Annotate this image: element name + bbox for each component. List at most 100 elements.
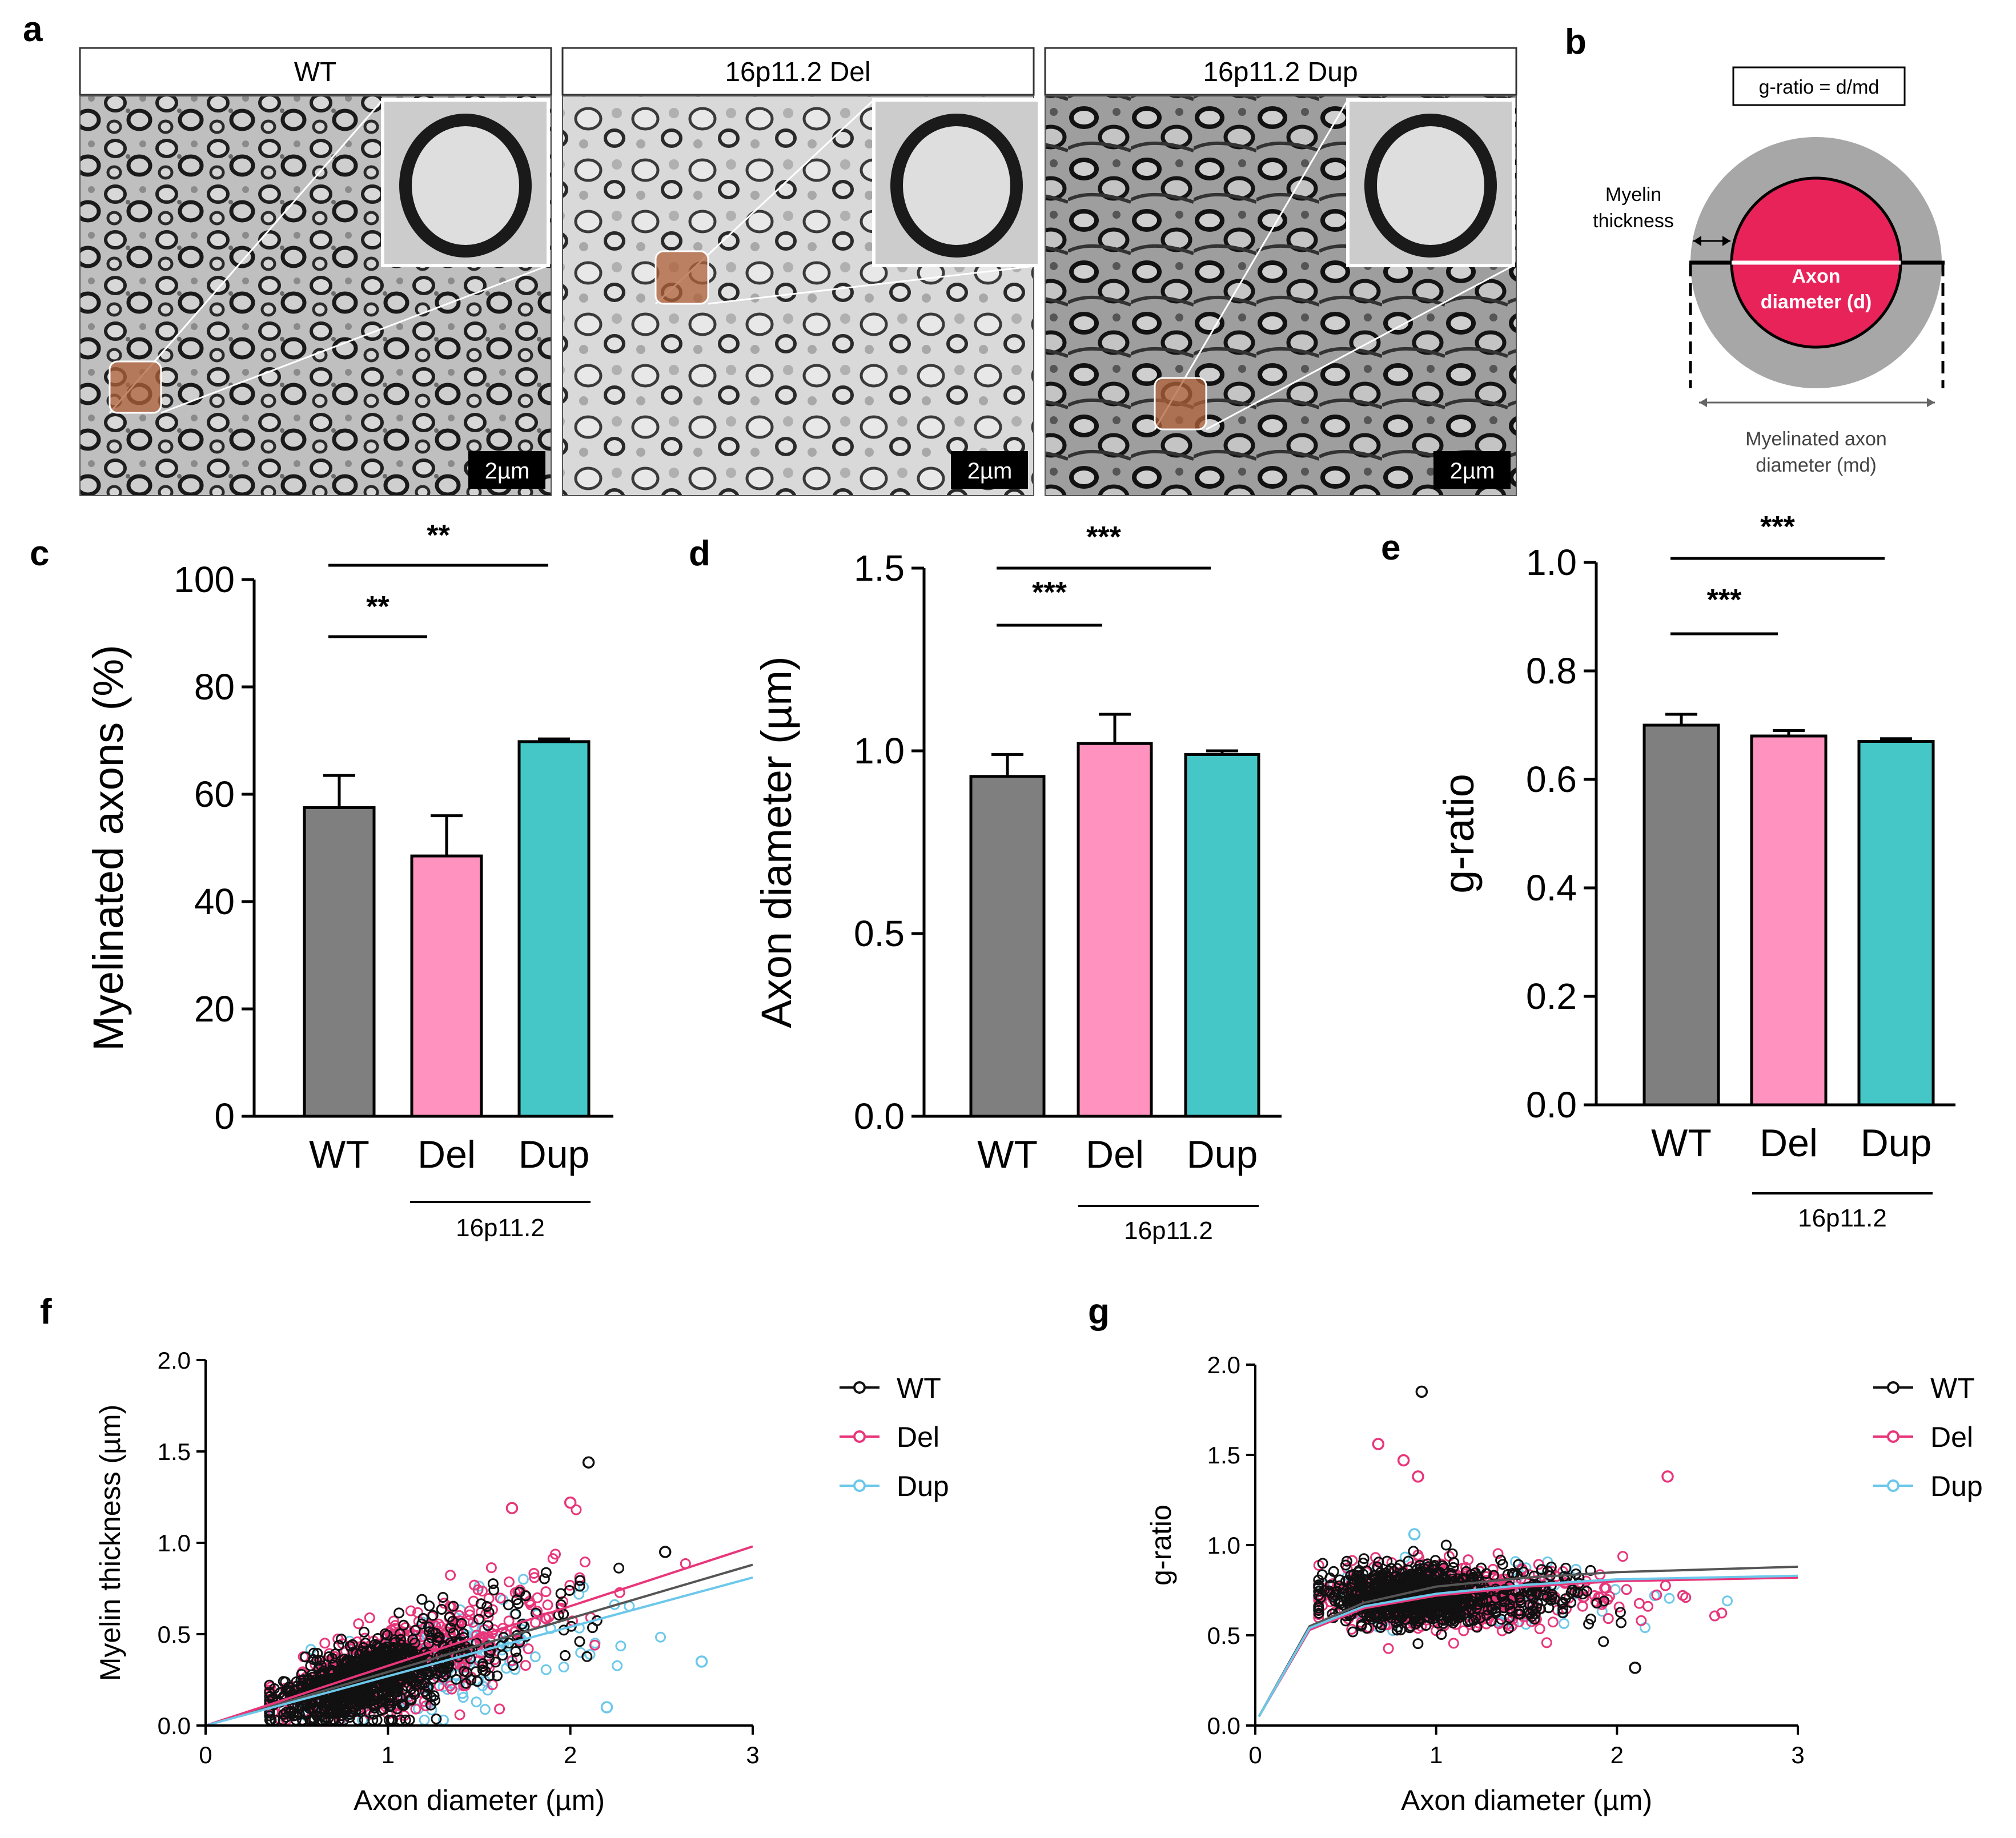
point-wt — [296, 1668, 307, 1680]
scalebar-box — [1433, 451, 1511, 489]
outlier-point — [1629, 1662, 1641, 1674]
point-wt — [311, 1702, 323, 1713]
point-del — [444, 1680, 456, 1692]
point-del — [525, 1599, 536, 1611]
point-wt — [278, 1708, 290, 1720]
point-del — [589, 1639, 600, 1651]
bar-chart-c: 0 20 40 60 80 100 Myelinated axons (%) WT Del Dup… — [85, 519, 613, 1242]
inset-axon — [399, 114, 532, 258]
point-wt — [448, 1627, 459, 1639]
x-tick-label: 3 — [746, 1742, 759, 1768]
roi-box — [1154, 377, 1207, 431]
y-axis-title: Myelinated axons (%) — [85, 645, 132, 1051]
point-dup — [558, 1662, 569, 1672]
point-wt — [416, 1594, 428, 1605]
y-tick-label: 1.5 — [1207, 1442, 1240, 1469]
y-tick-label: 0.8 — [1526, 650, 1577, 691]
legend-label-del: Del — [1930, 1421, 1973, 1453]
scalebar-label: 2µm — [967, 459, 1013, 484]
point-wt — [289, 1684, 300, 1695]
y-tick-label: 1.0 — [1207, 1532, 1240, 1559]
point-del — [1458, 1625, 1469, 1636]
point-wt — [451, 1674, 462, 1685]
point-wt — [345, 1688, 356, 1699]
sig-stars: *** — [1032, 576, 1067, 609]
outlier-point — [1415, 1385, 1428, 1398]
point-wt — [487, 1578, 499, 1590]
point-wt — [384, 1677, 395, 1688]
point-del — [547, 1553, 559, 1564]
legend-label-dup: Dup — [897, 1470, 949, 1502]
roi-box — [109, 360, 162, 414]
outlier-point — [658, 1546, 672, 1558]
point-del — [452, 1618, 464, 1629]
x-tick-label: WT — [977, 1133, 1038, 1176]
point-wt — [488, 1584, 500, 1596]
point-wt — [350, 1687, 362, 1698]
point-wt — [1565, 1597, 1577, 1608]
point-wt — [408, 1687, 419, 1698]
scalebar-label: 2µm — [1450, 459, 1495, 484]
y-tick-label: 2.0 — [158, 1347, 191, 1374]
em-title: 16p11.2 Del — [725, 57, 870, 87]
point-del — [540, 1586, 552, 1598]
point-wt — [448, 1600, 459, 1612]
y-axis-title: g-ratio — [1435, 774, 1483, 894]
point-del — [1492, 1548, 1504, 1559]
point-wt — [394, 1628, 405, 1639]
y-tick-label: 0.4 — [1526, 867, 1577, 908]
x-tick-label: 3 — [1791, 1742, 1804, 1768]
y-tick-label: 80 — [194, 666, 235, 707]
point-wt — [1411, 1608, 1422, 1619]
x-tick-label: Dup — [1861, 1121, 1932, 1165]
point-dup — [529, 1651, 541, 1663]
inset-axon — [890, 114, 1023, 258]
point-wt — [1541, 1591, 1553, 1603]
point-wt — [575, 1575, 586, 1586]
y-tick-label: 20 — [194, 988, 235, 1029]
x-tick-label: 2 — [1611, 1742, 1624, 1768]
point-wt — [1313, 1586, 1324, 1597]
point-wt — [417, 1612, 429, 1624]
legend-label-dup: Dup — [1930, 1470, 1983, 1502]
point-del — [1642, 1600, 1653, 1612]
inset-axon — [1364, 114, 1497, 258]
md-label-1: Myelinated axon — [1745, 428, 1887, 450]
point-wt — [1436, 1629, 1447, 1640]
point-wt — [336, 1634, 347, 1645]
bar-wt — [969, 775, 1046, 1118]
point-dup — [419, 1714, 430, 1726]
point-wt — [1399, 1603, 1410, 1614]
point-wt — [1412, 1638, 1424, 1650]
point-del — [1680, 1592, 1692, 1603]
em-panel-0: WT 2µm — [79, 47, 552, 496]
point-wt — [320, 1712, 331, 1723]
panel-label-e: e — [1381, 528, 1400, 568]
point-del — [384, 1627, 395, 1639]
point-wt — [1458, 1600, 1469, 1611]
point-wt — [382, 1651, 393, 1663]
sig-stars: ** — [366, 590, 389, 624]
point-wt — [425, 1666, 437, 1678]
fit-line-dup — [205, 1576, 753, 1727]
point-wt — [560, 1650, 571, 1661]
point-del — [1524, 1569, 1535, 1580]
point-wt — [1413, 1613, 1424, 1624]
point-del — [445, 1570, 456, 1581]
point-wt — [358, 1626, 370, 1638]
point-wt — [490, 1656, 501, 1668]
schematic: g-ratio = d/md Axon diameter (d) Myelin thic… — [1593, 66, 1945, 476]
point-wt — [1430, 1610, 1441, 1621]
y-tick-label: 2.0 — [1207, 1352, 1240, 1378]
bar-del — [410, 854, 483, 1118]
point-wt — [1388, 1607, 1399, 1618]
point-del — [1541, 1637, 1552, 1648]
sig-stars: ** — [427, 519, 450, 552]
point-wt — [1366, 1611, 1377, 1622]
point-wt — [1471, 1599, 1483, 1610]
point-wt — [1443, 1599, 1455, 1611]
point-wt — [1390, 1570, 1401, 1582]
point-del — [1595, 1569, 1605, 1580]
point-wt — [1490, 1606, 1501, 1617]
point-wt — [368, 1700, 379, 1711]
